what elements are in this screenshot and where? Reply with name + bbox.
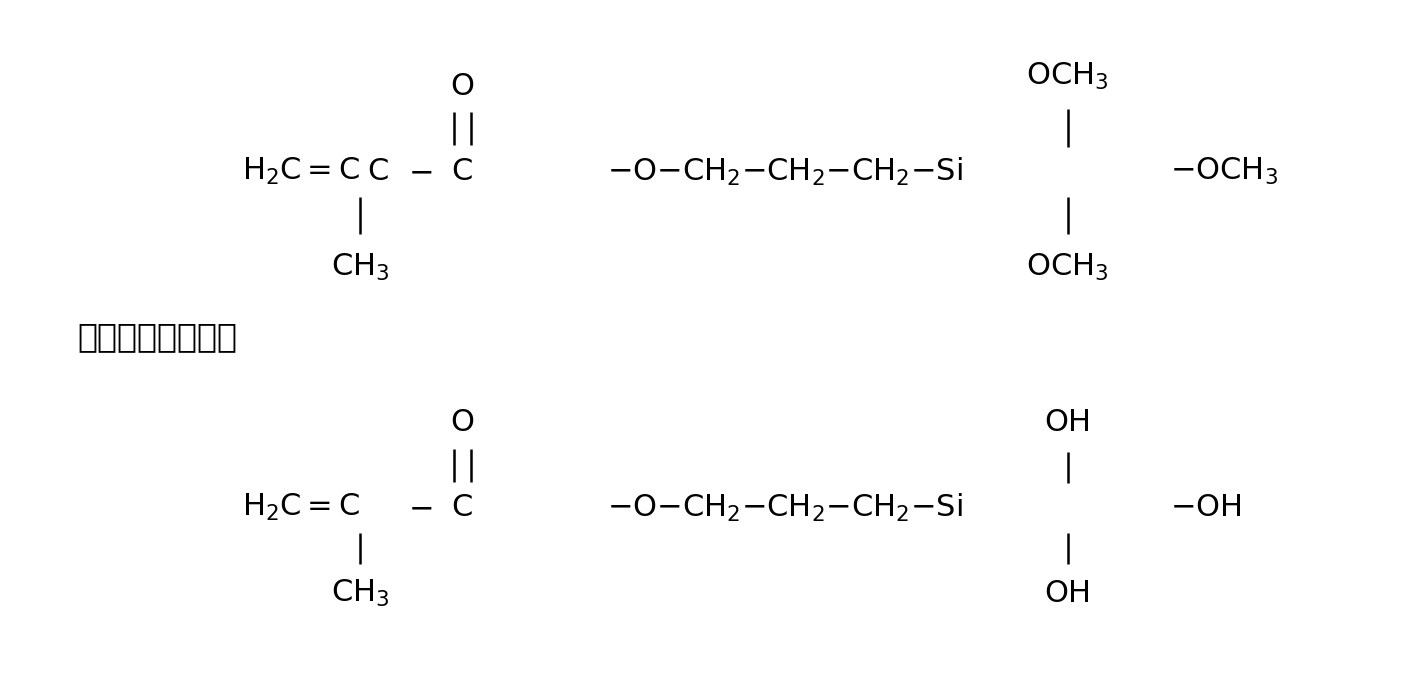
Text: $-$: $-$ [408,157,433,186]
Text: $-$O$-$CH$_2$$-$CH$_2$$-$CH$_2$$-$Si: $-$O$-$CH$_2$$-$CH$_2$$-$CH$_2$$-$Si [607,155,962,188]
Text: H$_2$C$=$C: H$_2$C$=$C [242,156,361,187]
Text: C: C [451,157,473,186]
Text: 水解成如下形式：: 水解成如下形式： [76,320,236,353]
Text: CH$_3$: CH$_3$ [331,578,389,609]
Text: O: O [450,408,474,437]
Text: H$_2$C$=$C: H$_2$C$=$C [242,493,361,524]
Text: OH: OH [1044,408,1091,437]
Text: C: C [368,157,389,186]
Text: OCH$_3$: OCH$_3$ [1026,61,1109,92]
Text: $-$: $-$ [408,493,433,522]
Text: OH: OH [1044,579,1091,608]
Text: CH$_3$: CH$_3$ [331,252,389,283]
Text: C: C [451,493,473,522]
Text: $-$OH: $-$OH [1170,493,1241,522]
Text: O: O [450,71,474,100]
Text: $-$O$-$CH$_2$$-$CH$_2$$-$CH$_2$$-$Si: $-$O$-$CH$_2$$-$CH$_2$$-$CH$_2$$-$Si [607,492,962,524]
Text: $-$OCH$_3$: $-$OCH$_3$ [1170,156,1278,187]
Text: OCH$_3$: OCH$_3$ [1026,252,1109,283]
